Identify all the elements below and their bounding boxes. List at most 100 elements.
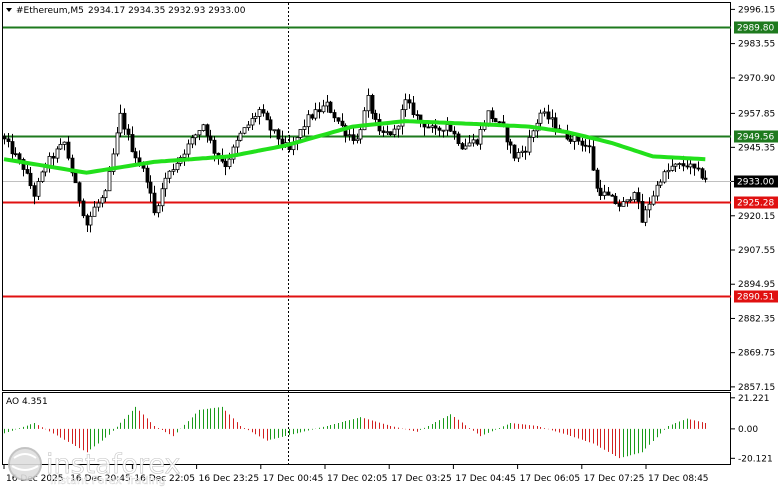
candle-bull — [632, 192, 637, 201]
candle-bear — [568, 138, 573, 142]
price-tick-label: 2882.35 — [738, 314, 775, 324]
candle-bear — [17, 153, 22, 160]
time-tick-label: 17 Dec 04:45 — [455, 474, 516, 484]
time-tick-label: 17 Dec 07:25 — [584, 474, 645, 484]
candle-bull — [677, 163, 682, 165]
candle-bull — [55, 148, 60, 159]
ao-tick-label: 0.00 — [738, 425, 758, 435]
candle-bull — [441, 129, 446, 132]
candle-bull — [445, 124, 450, 131]
candle-bull — [666, 169, 671, 173]
candle-bear — [310, 114, 315, 119]
candle-bear — [208, 135, 213, 141]
candle-bear — [700, 168, 705, 179]
ao-axis: 21.221 0.00 -20.121 — [731, 394, 773, 464]
candle-bull — [430, 125, 435, 128]
current-price-label: 2933.00 — [737, 178, 774, 188]
level-tag-bg — [734, 21, 778, 34]
candle-bear — [456, 133, 461, 144]
candle-bear — [223, 160, 228, 168]
candle-bull — [355, 138, 360, 141]
candle-bear — [640, 201, 645, 223]
time-tick-label: 16 Dec 2025 — [6, 474, 64, 484]
ao-tick-label: 21.221 — [738, 394, 770, 404]
brand-tagline: Instant Forex Trading — [50, 474, 166, 487]
candle-bull — [40, 171, 45, 182]
price-tick-label: 2945.35 — [738, 143, 775, 153]
candle-bear — [475, 139, 480, 145]
price-tick-label: 2970.90 — [738, 74, 775, 84]
brand-globe-icon — [8, 447, 42, 481]
candle-bear — [610, 194, 615, 197]
candle-bear — [148, 181, 153, 194]
candle-bear — [681, 163, 686, 167]
candle-bear — [490, 110, 495, 119]
time-tick-label: 17 Dec 08:45 — [648, 474, 709, 484]
candles — [2, 88, 708, 233]
candle-bull — [115, 132, 120, 155]
candle-bear — [317, 109, 322, 113]
candle-bear — [583, 144, 588, 147]
candle-bull — [246, 124, 251, 129]
candle-bear — [10, 141, 15, 155]
candle-bull — [107, 171, 112, 192]
candle-bear — [692, 163, 697, 169]
candle-bear — [370, 95, 375, 114]
candle-bear — [460, 143, 465, 150]
candle-bear — [636, 192, 641, 202]
candle-bull — [257, 109, 262, 117]
candle-bull — [358, 129, 363, 140]
candle-bear — [591, 146, 596, 171]
candle-bull — [550, 117, 555, 120]
candle-bull — [163, 177, 168, 190]
level-tag-label: 2989.80 — [737, 24, 774, 34]
candle-bull — [235, 139, 240, 148]
candle-bear — [280, 138, 285, 145]
candle-bear — [66, 141, 71, 159]
time-tick-label: 17 Dec 06:05 — [520, 474, 581, 484]
candle-bull — [392, 128, 397, 136]
candle-bear — [77, 182, 82, 202]
candle-bull — [238, 132, 243, 141]
candle-bull — [321, 105, 326, 113]
candle-bull — [658, 181, 663, 186]
candle-bull — [197, 130, 202, 136]
candle-bull — [313, 109, 318, 119]
candle-bull — [655, 184, 660, 197]
candle-bull — [201, 124, 206, 131]
candle-bull — [103, 190, 108, 199]
level-tag-label: 2890.51 — [737, 293, 774, 303]
candle-bear — [340, 120, 345, 126]
menu-triangle-icon[interactable] — [6, 8, 12, 12]
candle-bear — [617, 203, 622, 207]
candle-bull — [242, 127, 247, 134]
candle-bear — [452, 130, 457, 135]
time-tick-label: 16 Dec 20:45 — [70, 474, 131, 484]
candle-bull — [156, 205, 161, 214]
candle-bear — [497, 121, 502, 124]
candle-bull — [621, 201, 626, 207]
candle-bull — [190, 137, 195, 145]
price-tick-label: 2957.85 — [738, 109, 775, 119]
candle-bull — [36, 181, 41, 197]
candle-bull — [527, 136, 532, 153]
candle-bull — [602, 191, 607, 196]
candle-bull — [298, 129, 303, 138]
candle-bear — [212, 139, 217, 154]
candle-bear — [595, 169, 600, 189]
candle-bear — [685, 165, 690, 168]
candle-bear — [373, 112, 378, 120]
candle-bear — [512, 144, 517, 159]
candle-bull — [647, 203, 652, 211]
candle-bear — [696, 167, 701, 170]
candle-bear — [508, 141, 513, 146]
candle-bull — [160, 188, 165, 207]
candle-bear — [81, 200, 86, 217]
candle-bull — [186, 143, 191, 155]
candle-bull — [96, 202, 101, 208]
time-tick-label: 17 Dec 02:05 — [327, 474, 388, 484]
candle-bull — [670, 165, 675, 171]
candle-bear — [265, 112, 270, 121]
candle-bear — [268, 119, 273, 131]
candle-bear — [606, 191, 611, 196]
